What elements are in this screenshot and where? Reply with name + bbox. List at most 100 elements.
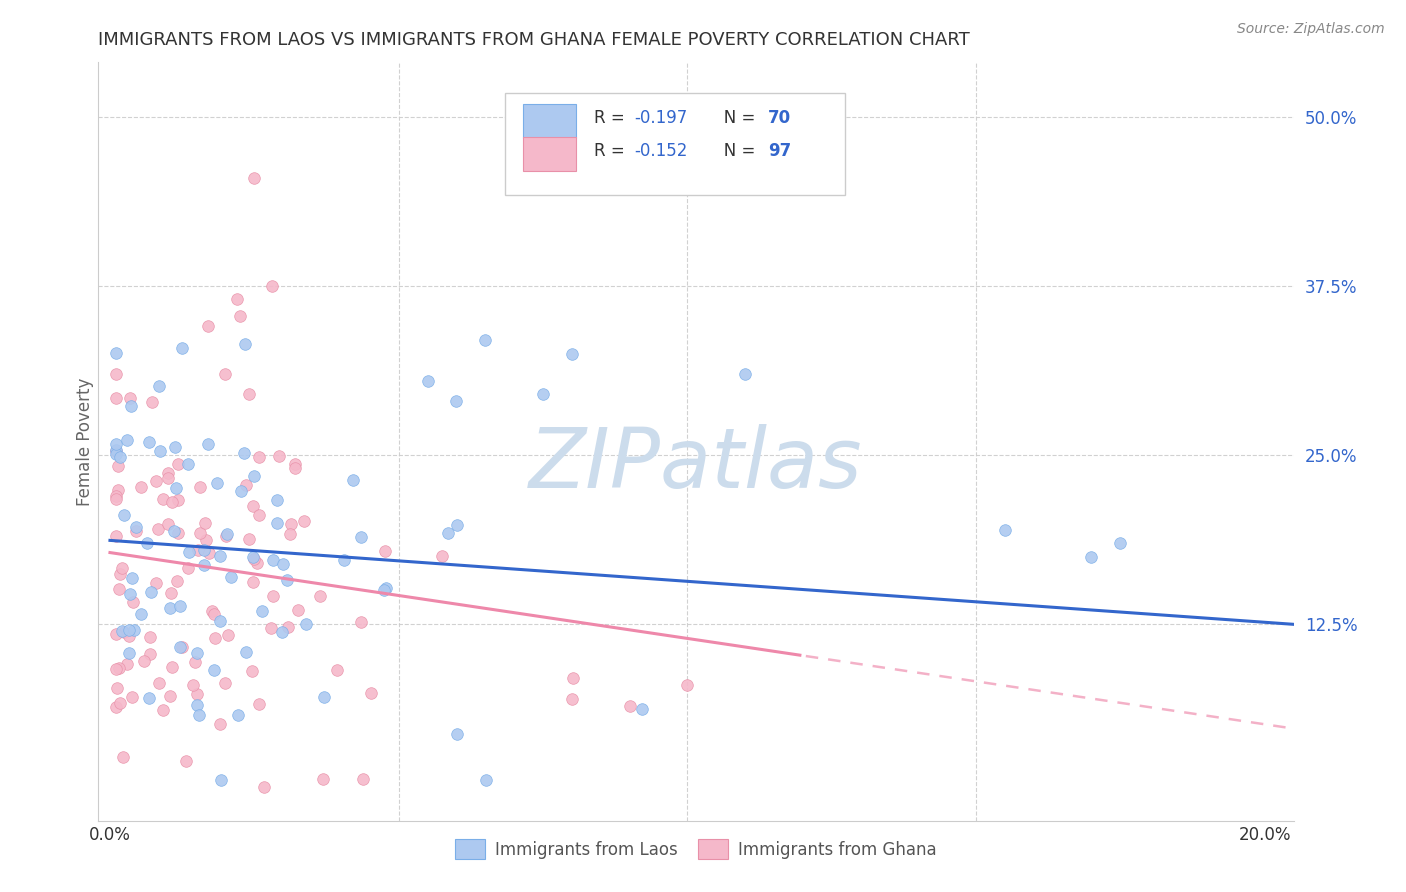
Point — [235, 337, 257, 351]
Point — [287, 603, 309, 617]
Point — [177, 545, 200, 559]
Point — [149, 444, 172, 458]
Point — [194, 516, 217, 530]
Point — [129, 480, 152, 494]
Point — [232, 446, 254, 460]
Point — [531, 387, 554, 401]
Point — [183, 655, 205, 669]
Point — [104, 367, 127, 381]
Point — [277, 620, 299, 634]
Point — [253, 780, 276, 794]
Point — [183, 678, 205, 692]
Point — [446, 518, 468, 533]
Point — [250, 604, 273, 618]
Text: ZIPatlas: ZIPatlas — [529, 424, 863, 505]
Point — [188, 525, 211, 540]
Point — [148, 676, 170, 690]
Point — [138, 690, 160, 705]
Point — [243, 551, 266, 566]
Point — [198, 546, 221, 560]
Text: Source: ZipAtlas.com: Source: ZipAtlas.com — [1237, 22, 1385, 37]
Point — [186, 687, 208, 701]
Point — [209, 549, 232, 564]
Point — [247, 508, 270, 523]
Point — [1080, 549, 1102, 564]
Point — [204, 631, 226, 645]
Point — [430, 549, 453, 563]
Y-axis label: Female Poverty: Female Poverty — [76, 377, 94, 506]
Point — [242, 468, 264, 483]
Point — [197, 436, 219, 450]
Point — [446, 393, 468, 408]
Point — [217, 628, 239, 642]
Point — [271, 558, 294, 572]
Point — [186, 646, 208, 660]
Point — [129, 607, 152, 622]
Text: -0.197: -0.197 — [634, 109, 688, 127]
Point — [208, 717, 231, 731]
Point — [112, 508, 135, 522]
Point — [561, 346, 583, 360]
Point — [138, 434, 160, 449]
Point — [214, 367, 236, 381]
Point — [350, 530, 373, 544]
Point — [104, 529, 127, 543]
Point — [562, 672, 585, 686]
Point — [312, 772, 335, 786]
Point — [152, 703, 174, 717]
Point — [204, 663, 226, 677]
Point — [108, 582, 131, 596]
Point — [475, 772, 498, 787]
Point — [312, 690, 335, 704]
Point — [118, 629, 141, 643]
Point — [619, 698, 641, 713]
Text: N =: N = — [709, 142, 761, 161]
Point — [167, 458, 190, 472]
Point — [561, 691, 583, 706]
Point — [243, 170, 266, 185]
Point — [159, 689, 181, 703]
Point — [177, 561, 200, 575]
Point — [228, 707, 250, 722]
Text: IMMIGRANTS FROM LAOS VS IMMIGRANTS FROM GHANA FEMALE POVERTY CORRELATION CHART: IMMIGRANTS FROM LAOS VS IMMIGRANTS FROM … — [98, 31, 970, 49]
Point — [107, 483, 129, 497]
Point — [267, 449, 290, 463]
Point — [187, 543, 209, 558]
Point — [235, 645, 257, 659]
Text: N =: N = — [709, 109, 761, 127]
Point — [280, 517, 302, 532]
Point — [112, 624, 135, 639]
Point — [148, 379, 170, 393]
Point — [166, 574, 188, 588]
Point — [163, 524, 186, 538]
Point — [247, 698, 270, 712]
Point — [156, 517, 179, 532]
Point — [342, 473, 364, 487]
Point — [104, 491, 127, 506]
Point — [309, 589, 332, 603]
Point — [326, 663, 349, 677]
Point — [260, 621, 283, 635]
Point — [242, 549, 264, 564]
Point — [193, 542, 215, 557]
Point — [416, 374, 439, 388]
Point — [284, 457, 307, 471]
Point — [186, 698, 208, 712]
Point — [205, 475, 228, 490]
Text: R =: R = — [595, 109, 630, 127]
FancyBboxPatch shape — [523, 104, 576, 138]
Point — [219, 569, 242, 583]
Point — [238, 387, 260, 401]
Point — [202, 607, 225, 622]
Point — [121, 690, 143, 704]
Point — [201, 604, 224, 618]
Point — [360, 686, 382, 700]
Point — [159, 600, 181, 615]
Point — [437, 525, 460, 540]
Point — [104, 489, 127, 503]
Point — [352, 772, 374, 786]
Text: R =: R = — [595, 142, 630, 161]
Point — [474, 333, 496, 347]
Point — [104, 346, 127, 360]
Point — [110, 696, 132, 710]
